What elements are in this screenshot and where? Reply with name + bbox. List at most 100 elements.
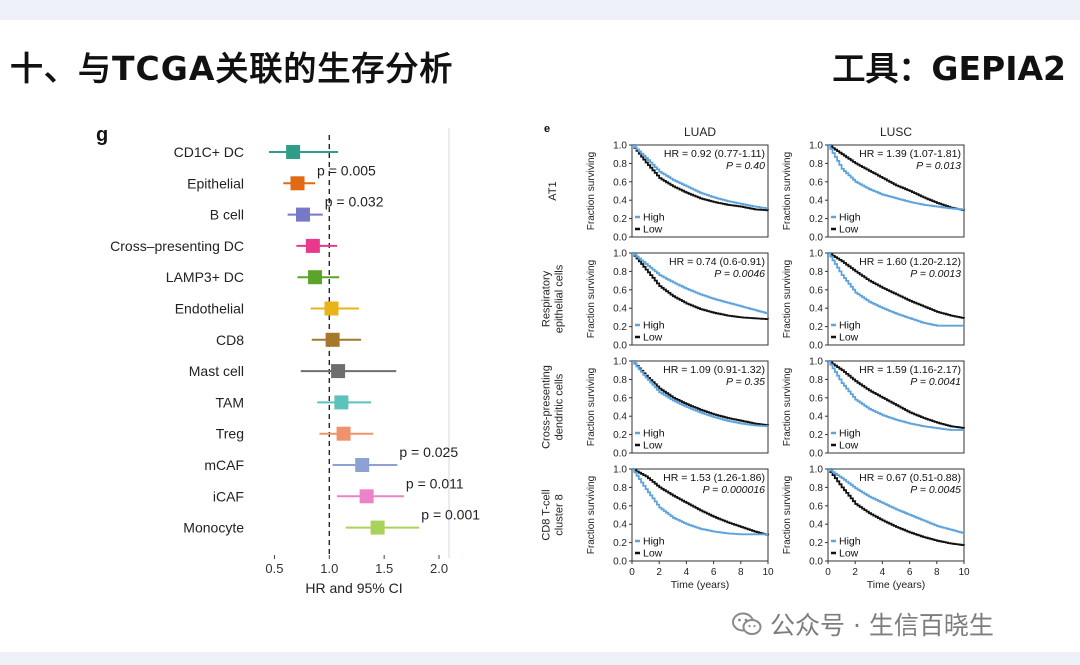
km-y-tick-label: 0.6 (809, 285, 823, 296)
km-panel: 0.0 0.2 0.4 0.6 0.8 1.0 Fraction surviving HR =… (782, 249, 965, 352)
forest-row-label: iCAF (213, 488, 244, 504)
km-y-tick-label: 0.8 (809, 483, 823, 494)
km-legend-label: Low (643, 224, 663, 236)
forest-row: Treg (216, 426, 374, 442)
km-hr-text: HR = 1.09 (0.91-1.32) (663, 364, 765, 376)
km-y-tick-label: 0.4 (809, 412, 823, 423)
km-x-tick-label: 6 (907, 567, 913, 578)
km-panel: 0.0 0.2 0.4 0.6 0.8 1.0 Fraction surviving HR =… (586, 357, 769, 460)
km-row-label: Cross-presenting (541, 365, 553, 449)
km-hr-text: HR = 0.67 (0.51-0.88) (859, 472, 961, 484)
km-y-tick-label: 0.0 (809, 233, 823, 244)
forest-row: iCAF p = 0.011 (213, 475, 464, 504)
watermark: 公众号 · 生信百晓生 (732, 606, 994, 642)
km-panel: 0.0 0.2 0.4 0.6 0.8 1.0 Fraction surviving HR =… (782, 141, 965, 244)
forest-row-label: CD1C+ DC (174, 144, 244, 160)
km-row-label: dendritic cells (554, 373, 566, 440)
forest-hr-marker (370, 520, 385, 535)
forest-hr-marker (334, 395, 349, 410)
km-y-tick-label: 1.0 (809, 465, 823, 476)
km-legend-label: High (643, 428, 665, 440)
km-row-label: CD8 T-cell (541, 489, 553, 540)
km-y-tick-label: 0.8 (809, 159, 823, 170)
km-p-text: P = 0.0046 (714, 268, 765, 280)
km-y-tick-label: 0.2 (809, 538, 823, 549)
km-x-tick-label: 6 (711, 567, 717, 578)
km-y-tick-label: 0.6 (809, 393, 823, 404)
km-panel-frame (631, 360, 769, 454)
km-row-label: cluster 8 (554, 494, 566, 536)
km-grid: e LUAD LUSC AT1 Respiratory epithelial cells C… (541, 123, 970, 591)
km-x-axis-label: Time (years) (867, 579, 926, 591)
km-y-tick-label: 0.8 (613, 159, 627, 170)
km-legend-label: Low (839, 440, 859, 452)
km-legend-label: High (839, 320, 861, 332)
forest-row-label: Endothelial (175, 301, 244, 317)
forest-row-label: mCAF (204, 457, 244, 473)
km-curve-low (632, 252, 769, 320)
km-panel: 0.0 0.2 0.4 0.6 0.8 1.0 Fraction surviving HR =… (782, 357, 965, 460)
km-hr-text: HR = 1.59 (1.16-2.17) (859, 364, 961, 376)
forest-row: Epithelial p = 0.005 (187, 162, 376, 191)
km-curve-high (828, 252, 964, 327)
km-x-tick-label: 10 (958, 567, 970, 578)
forest-panel-label: g (96, 124, 108, 146)
km-x-tick-label: 10 (762, 567, 774, 578)
km-p-text: P = 0.0013 (910, 268, 961, 280)
forest-hr-marker (295, 207, 310, 222)
forest-panel-bg (84, 118, 448, 598)
km-y-tick-label: 0.2 (613, 322, 627, 333)
km-curve-high (632, 468, 768, 536)
km-x-tick-label: 4 (684, 567, 690, 578)
km-curve-high (632, 360, 769, 428)
forest-row-label: Monocyte (183, 520, 244, 536)
km-y-tick-label: 0.8 (809, 267, 823, 278)
km-y-tick-label: 0.4 (613, 520, 627, 531)
km-y-tick-label: 0.0 (613, 341, 627, 352)
km-legend-label: High (839, 428, 861, 440)
km-legend-label: High (839, 536, 861, 548)
km-hr-text: HR = 1.53 (1.26-1.86) (663, 472, 765, 484)
forest-row-label: LAMP3+ DC (166, 269, 244, 285)
km-legend-label: High (643, 536, 665, 548)
km-p-text: P = 0.013 (916, 160, 961, 172)
forest-row-label: CD8 (216, 332, 244, 348)
km-panel-label: e (544, 123, 550, 135)
km-y-tick-label: 0.4 (613, 304, 627, 315)
forest-row-label: Mast cell (189, 363, 244, 379)
km-y-tick-label: 0.2 (809, 430, 823, 441)
km-curve-low (828, 144, 965, 211)
km-legend-label: High (839, 212, 861, 224)
km-curve-low (632, 144, 769, 212)
km-x-tick-label: 8 (738, 567, 744, 578)
forest-hr-marker (308, 270, 323, 285)
km-y-tick-label: 1.0 (809, 357, 823, 368)
forest-p-value: p = 0.005 (317, 162, 376, 178)
km-legend-label: Low (643, 548, 663, 560)
km-hr-text: HR = 1.39 (1.07-1.81) (859, 148, 961, 160)
km-x-tick-label: 8 (934, 567, 940, 578)
forest-x-tick-label: 0.5 (265, 561, 283, 576)
forest-row-label: Epithelial (187, 175, 244, 191)
km-p-text: P = 0.0041 (910, 376, 961, 388)
forest-row: B cell p = 0.032 (210, 194, 384, 223)
forest-row: Monocyte p = 0.001 (183, 507, 480, 536)
forest-x-axis-label: HR and 95% CI (305, 580, 402, 596)
forest-row-label: Treg (216, 426, 244, 442)
forest-hr-marker (325, 332, 340, 347)
watermark-text: 公众号 · 生信百晓生 (770, 611, 994, 640)
km-legend-label: Low (643, 440, 663, 452)
slide-title: 十、与TCGA关联的生存分析 (10, 49, 454, 88)
forest-row: CD8 (216, 332, 362, 348)
km-y-axis-label: Fraction surviving (586, 152, 597, 230)
km-y-tick-label: 0.6 (809, 177, 823, 188)
km-y-tick-label: 0.4 (613, 196, 627, 207)
km-y-tick-label: 0.4 (613, 412, 627, 423)
km-hr-text: HR = 1.60 (1.20-2.12) (859, 256, 961, 268)
km-y-tick-label: 0.4 (809, 196, 823, 207)
forest-hr-marker (305, 238, 320, 253)
km-curve-high (632, 252, 769, 314)
forest-row: LAMP3+ DC (166, 269, 340, 285)
km-y-tick-label: 0.0 (809, 557, 823, 568)
